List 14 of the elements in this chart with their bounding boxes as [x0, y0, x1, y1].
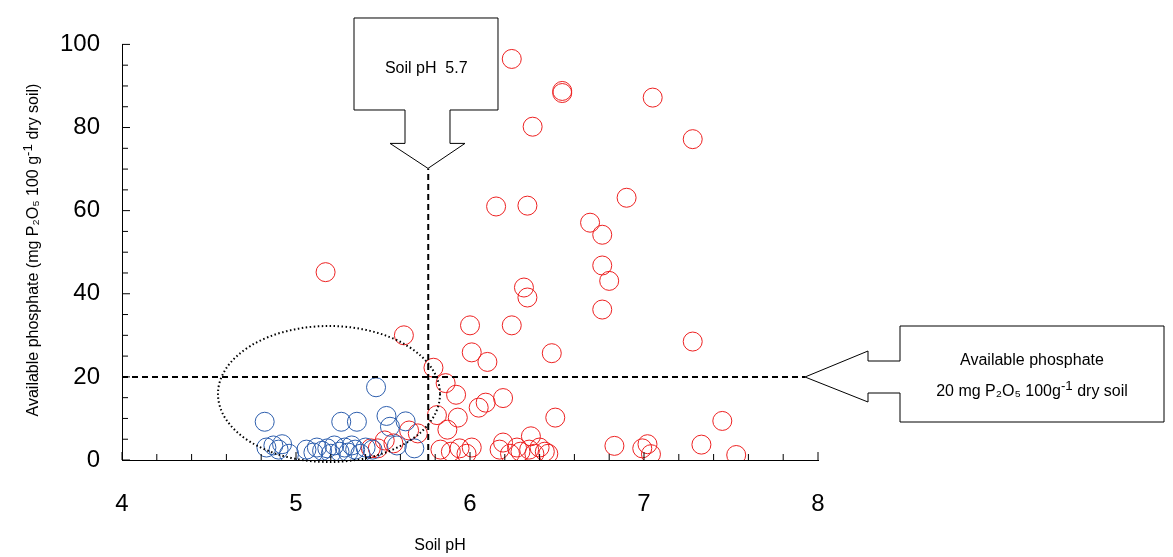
text: Available phosphate 20 mg P₂O₅ 100g$^{-1}$ dry soil: [935, 349, 1129, 402]
x-tick-label: 8: [811, 489, 825, 517]
y-tick-label: 100: [59, 29, 100, 57]
x-tick-label: 4: [115, 489, 129, 517]
y-tick-label: 20: [73, 361, 100, 389]
y-tick-label: 60: [73, 195, 100, 223]
annotation: Soil pH 5.7: [383, 58, 469, 78]
x-tick-label: 7: [637, 489, 651, 517]
y-tick-label: 80: [73, 112, 100, 140]
y-tick-label: 0: [86, 444, 100, 472]
x-tick-label: 6: [463, 489, 477, 517]
y-tick-label: 40: [73, 278, 100, 306]
x-tick-label: 5: [289, 489, 303, 517]
x-axis-title: Soil pH: [413, 536, 467, 554]
